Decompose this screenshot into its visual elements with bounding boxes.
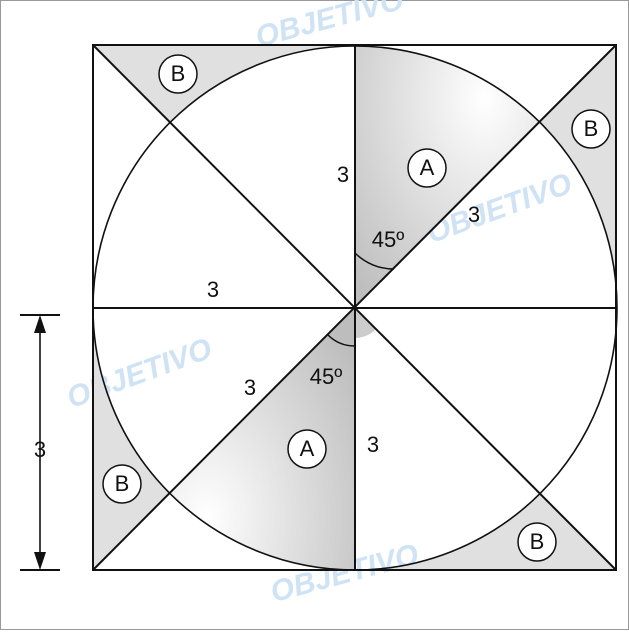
label-circle: [517, 522, 557, 562]
measure-label: 45º: [372, 227, 405, 252]
measure-label: 3: [244, 375, 256, 400]
region-label: B: [530, 529, 545, 554]
measure-label: 45º: [310, 364, 343, 389]
label-circle: [158, 54, 198, 94]
label-circle: [102, 464, 142, 504]
region-label: B: [584, 116, 599, 141]
labels: 3 A 3 45º 3 3 45º A 3 B B B B 3: [34, 54, 611, 562]
sector-a: [170, 308, 355, 570]
angle-arc: [327, 334, 356, 347]
measure-label: 3: [207, 277, 219, 302]
angle-fill: [355, 308, 376, 338]
region-b: [93, 45, 355, 123]
label-circle: [407, 148, 447, 188]
measure-label: 3: [367, 432, 379, 457]
measure-label: 3: [337, 162, 349, 187]
lines: [20, 44, 618, 571]
measure-label: 3: [34, 437, 46, 462]
angle-arc: [354, 252, 395, 270]
region-b: [93, 308, 170, 570]
region-label: A: [300, 436, 315, 461]
sector-a: [355, 46, 540, 308]
region-label: A: [420, 155, 435, 180]
region-label: B: [171, 61, 186, 86]
region-label: B: [115, 471, 130, 496]
label-circle: [287, 429, 327, 469]
label-circle: [571, 109, 611, 149]
watermark: OBJETIVO: [63, 332, 217, 415]
measure-label: 3: [468, 202, 480, 227]
